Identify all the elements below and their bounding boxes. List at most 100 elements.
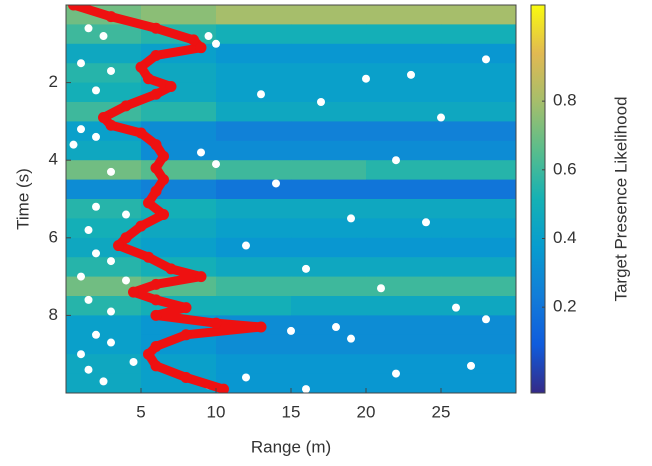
heatmap-cell (216, 5, 292, 25)
track-point (195, 271, 207, 283)
heatmap-cell (141, 218, 217, 239)
detection-point (482, 315, 490, 324)
detection-point (407, 70, 415, 79)
heatmap-cell (441, 102, 517, 122)
colorbar-tick-label: 0.8 (553, 91, 577, 110)
heatmap-cell (66, 296, 142, 316)
track-point (150, 49, 162, 61)
track-point (135, 220, 147, 232)
heatmap-cell (291, 102, 367, 122)
detection-point (242, 241, 250, 250)
detection-point (84, 295, 93, 304)
detection-point (99, 377, 108, 386)
heatmap-cell (366, 354, 442, 375)
heatmap-cell (441, 140, 517, 161)
detection-point (242, 373, 250, 382)
detection-point (482, 55, 490, 64)
track-point (150, 294, 162, 306)
heatmap-cell (441, 315, 517, 336)
track-point (255, 321, 267, 333)
y-tick-label: 6 (49, 227, 58, 246)
detection-point (422, 218, 430, 227)
track-point (150, 22, 162, 34)
heatmap-cell (66, 334, 142, 355)
heatmap-cell (291, 5, 367, 25)
heatmap-cell (216, 276, 292, 297)
heatmap-cell (366, 82, 442, 103)
heatmap-cell (441, 296, 517, 316)
heatmap-cell (216, 63, 292, 84)
x-tick-label: 5 (136, 402, 145, 421)
y-axis-label: Time (s) (13, 168, 32, 230)
detection-point (77, 125, 85, 134)
heatmap-cell (216, 43, 292, 64)
heatmap-cell (216, 199, 292, 219)
heatmap-cell (441, 276, 517, 297)
heatmap-cell (441, 199, 517, 219)
detection-point (212, 160, 220, 169)
heatmap-cell (441, 354, 517, 375)
detection-point (347, 214, 355, 223)
detection-point (392, 369, 400, 378)
detection-point (92, 202, 100, 211)
colorbar-tick-label: 0.6 (553, 159, 577, 178)
heatmap-cell (441, 24, 517, 45)
heatmap-cell (216, 179, 292, 200)
detection-point (347, 334, 355, 343)
heatmap-cell (66, 43, 142, 64)
heatmap-cell (66, 218, 142, 239)
detection-point (257, 90, 265, 99)
detection-point (107, 307, 115, 316)
heatmap-cell (66, 315, 142, 336)
heatmap-cell (291, 179, 367, 200)
track-point (150, 360, 162, 372)
heatmap-cell (441, 82, 517, 103)
track-point (120, 232, 132, 244)
heatmap-cell (291, 334, 367, 355)
heatmap-cell (216, 218, 292, 239)
track-point (128, 286, 139, 298)
colorbar-label: Target Presence Likelihood (611, 96, 630, 301)
colorbar-tick-label: 0.4 (553, 228, 577, 247)
y-tick-label: 2 (49, 72, 58, 91)
y-tick-label: 8 (49, 305, 58, 324)
detection-point (84, 365, 93, 374)
detection-point (212, 39, 220, 48)
track-point (165, 263, 177, 275)
detection-point (332, 323, 340, 332)
heatmap-cell (441, 121, 517, 142)
track-point (158, 174, 169, 186)
track-point (143, 348, 154, 360)
detection-point (204, 32, 213, 41)
track-point (150, 309, 162, 321)
track-line (72, 5, 266, 393)
track-point (113, 240, 124, 252)
heatmap-cell (291, 140, 367, 161)
detection-point (99, 32, 108, 41)
track-point (135, 61, 147, 73)
detection-point (69, 140, 78, 149)
heatmap-cell (66, 257, 142, 278)
detection-point (84, 226, 93, 235)
track-point (150, 340, 162, 352)
heatmap-cell (66, 160, 142, 181)
heatmap-cell (291, 354, 367, 375)
track-point (135, 127, 147, 139)
track-point (143, 251, 154, 263)
heatmap-cell (141, 121, 217, 142)
track-point (150, 139, 162, 151)
y-tick-label: 4 (49, 150, 58, 169)
track-point (105, 119, 117, 131)
track-point (180, 371, 192, 383)
track-point (150, 278, 162, 290)
heatmap-cell (216, 334, 292, 355)
track-point (210, 317, 222, 329)
x-tick-label: 25 (432, 402, 451, 421)
detection-point (452, 303, 460, 312)
track-point (143, 197, 154, 209)
detection-point (92, 249, 100, 258)
detection-point (84, 24, 93, 33)
heatmap-cell (441, 160, 517, 181)
detection-point (92, 132, 100, 141)
